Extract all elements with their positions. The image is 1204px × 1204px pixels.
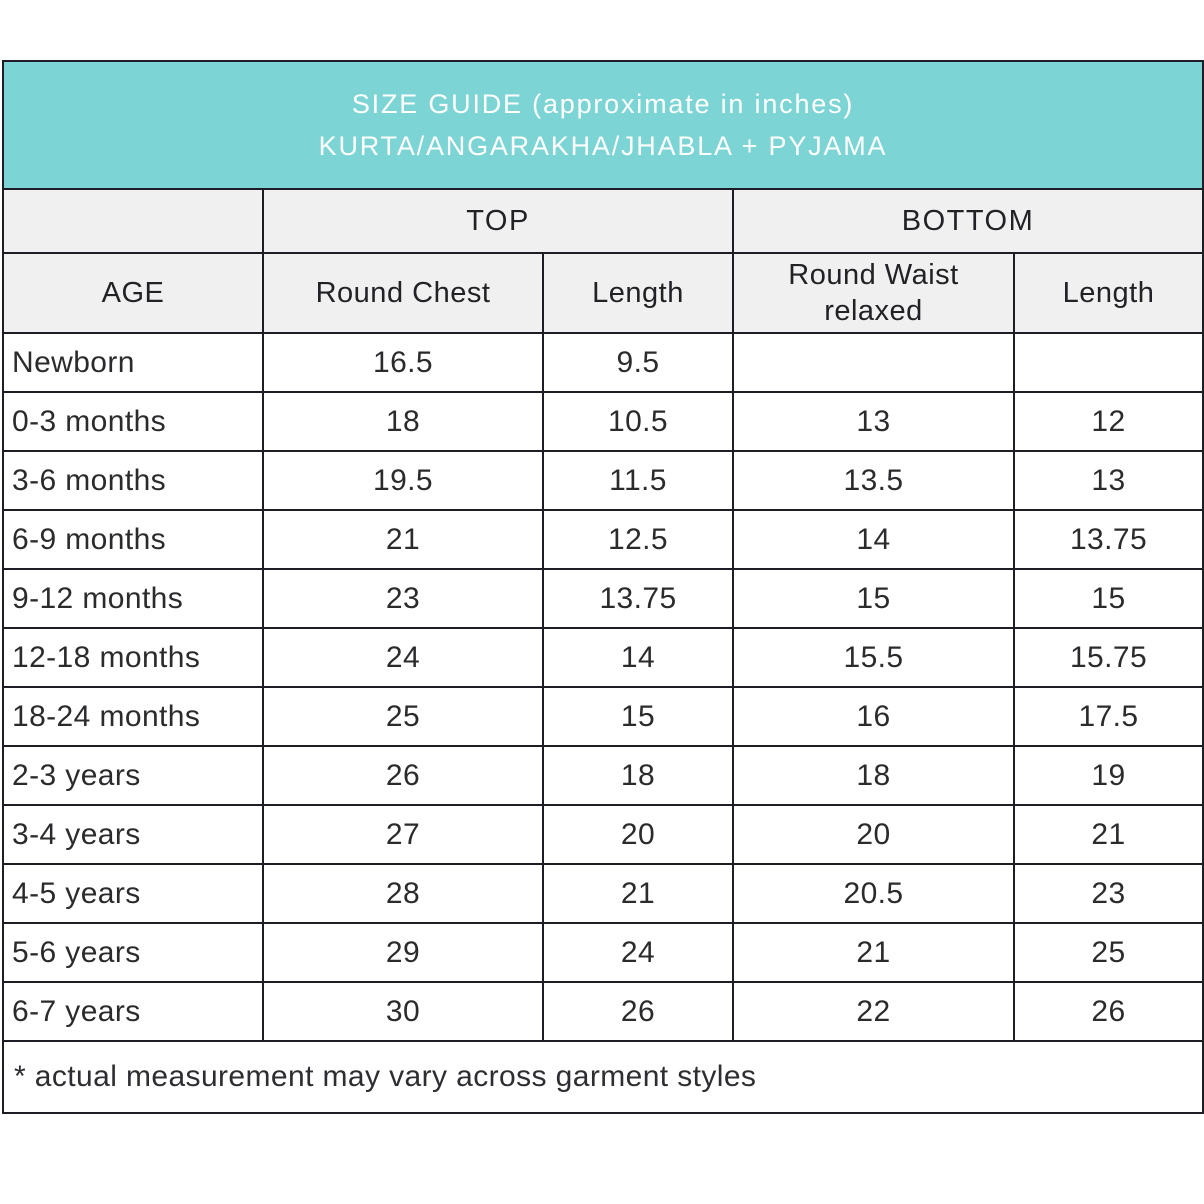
round-chest-cell: 28 <box>262 863 544 924</box>
age-cell: 9-12 months <box>2 568 264 629</box>
table-row-4-5-years: 4-5 years 28 21 20.5 23 <box>2 863 1204 924</box>
bottom-length-cell: 15 <box>1012 568 1204 629</box>
table-row-3-4-years: 3-4 years 27 20 20 21 <box>2 804 1204 865</box>
title-banner: SIZE GUIDE (approximate in inches) KURTA… <box>1 60 1204 190</box>
round-chest-cell: 24 <box>262 627 544 688</box>
round-waist-cell: 13 <box>732 391 1015 452</box>
round-waist-cell: 20.5 <box>732 863 1015 924</box>
table-row-18-24-months: 18-24 months 25 15 16 17.5 <box>2 686 1204 747</box>
bottom-length-cell: 26 <box>1012 981 1204 1042</box>
table-row-9-12-months: 9-12 months 23 13.75 15 15 <box>2 568 1204 629</box>
title-banner-row: SIZE GUIDE (approximate in inches) KURTA… <box>1 60 1204 190</box>
age-cell: 3-6 months <box>2 450 264 511</box>
table-row-12-18-months: 12-18 months 24 14 15.5 15.75 <box>2 627 1204 688</box>
bottom-length-cell: 13 <box>1012 450 1204 511</box>
round-waist-cell: 15 <box>732 568 1015 629</box>
age-cell: 4-5 years <box>2 863 264 924</box>
round-chest-cell: 21 <box>262 509 544 570</box>
size-guide-table: SIZE GUIDE (approximate in inches) KURTA… <box>1 60 1204 1114</box>
top-length-cell: 10.5 <box>542 391 734 452</box>
top-length-cell: 12.5 <box>542 509 734 570</box>
round-chest-cell: 27 <box>262 804 544 865</box>
table-row-6-7-years: 6-7 years 30 26 22 26 <box>2 981 1204 1042</box>
column-header-round-waist-label: Round Waist relaxed <box>788 259 959 327</box>
bottom-length-cell: 23 <box>1012 863 1204 924</box>
round-waist-cell: 20 <box>732 804 1015 865</box>
footnote-row: * actual measurement may vary across gar… <box>1 1040 1204 1114</box>
round-waist-cell: 16 <box>732 686 1015 747</box>
group-header-spacer <box>2 188 264 254</box>
title-line1: SIZE GUIDE (approximate in inches) <box>351 89 855 119</box>
table-row-0-3-months: 0-3 months 18 10.5 13 12 <box>2 391 1204 452</box>
column-header-top-length: Length <box>542 252 734 334</box>
top-length-cell: 26 <box>542 981 734 1042</box>
round-chest-cell: 16.5 <box>262 332 544 393</box>
top-length-cell: 18 <box>542 745 734 806</box>
top-length-cell: 21 <box>542 863 734 924</box>
age-cell: 5-6 years <box>2 922 264 983</box>
age-cell: 2-3 years <box>2 745 264 806</box>
group-header-bottom: BOTTOM <box>731 188 1204 254</box>
round-chest-cell: 18 <box>262 391 544 452</box>
group-header-top: TOP <box>262 188 734 254</box>
age-cell: 6-7 years <box>2 981 264 1042</box>
column-header-bottom-length: Length <box>1012 252 1204 334</box>
top-length-cell: 14 <box>542 627 734 688</box>
table-row-5-6-years: 5-6 years 29 24 21 25 <box>2 922 1204 983</box>
title-line2: KURTA/ANGARAKHA/JHABLA + PYJAMA <box>318 131 888 161</box>
round-chest-cell: 26 <box>262 745 544 806</box>
round-waist-cell <box>732 332 1015 393</box>
round-chest-cell: 25 <box>262 686 544 747</box>
column-header-age: AGE <box>2 252 264 334</box>
age-cell: 12-18 months <box>2 627 264 688</box>
top-length-cell: 9.5 <box>542 332 734 393</box>
top-length-cell: 24 <box>542 922 734 983</box>
column-header-row: AGE Round Chest Length Round Waist relax… <box>2 252 1204 334</box>
top-length-cell: 11.5 <box>542 450 734 511</box>
top-length-cell: 13.75 <box>542 568 734 629</box>
bottom-length-cell: 17.5 <box>1012 686 1204 747</box>
round-waist-cell: 13.5 <box>732 450 1015 511</box>
round-chest-cell: 23 <box>262 568 544 629</box>
table-row-6-9-months: 6-9 months 21 12.5 14 13.75 <box>2 509 1204 570</box>
bottom-length-cell: 15.75 <box>1012 627 1204 688</box>
footnote: * actual measurement may vary across gar… <box>1 1040 1204 1114</box>
bottom-length-cell: 25 <box>1012 922 1204 983</box>
bottom-length-cell <box>1012 332 1204 393</box>
top-length-cell: 20 <box>542 804 734 865</box>
bottom-length-cell: 13.75 <box>1012 509 1204 570</box>
bottom-length-cell: 19 <box>1012 745 1204 806</box>
table-row-newborn: Newborn 16.5 9.5 <box>2 332 1204 393</box>
column-header-round-chest: Round Chest <box>262 252 544 334</box>
age-cell: 18-24 months <box>2 686 264 747</box>
round-chest-cell: 29 <box>262 922 544 983</box>
table-row-3-6-months: 3-6 months 19.5 11.5 13.5 13 <box>2 450 1204 511</box>
column-header-round-waist: Round Waist relaxed <box>732 252 1015 334</box>
round-waist-cell: 22 <box>732 981 1015 1042</box>
age-cell: Newborn <box>2 332 264 393</box>
round-waist-cell: 21 <box>732 922 1015 983</box>
round-waist-cell: 14 <box>732 509 1015 570</box>
round-chest-cell: 30 <box>262 981 544 1042</box>
table-row-2-3-years: 2-3 years 26 18 18 19 <box>2 745 1204 806</box>
top-length-cell: 15 <box>542 686 734 747</box>
bottom-length-cell: 21 <box>1012 804 1204 865</box>
age-cell: 0-3 months <box>2 391 264 452</box>
round-waist-cell: 15.5 <box>732 627 1015 688</box>
bottom-length-cell: 12 <box>1012 391 1204 452</box>
group-header-row: TOP BOTTOM <box>2 188 1204 254</box>
age-cell: 6-9 months <box>2 509 264 570</box>
age-cell: 3-4 years <box>2 804 264 865</box>
round-waist-cell: 18 <box>732 745 1015 806</box>
round-chest-cell: 19.5 <box>262 450 544 511</box>
